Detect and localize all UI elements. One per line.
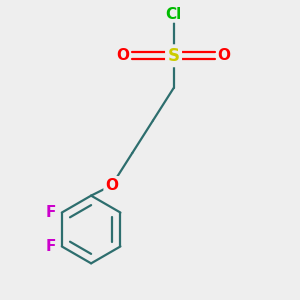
Text: S: S bbox=[168, 47, 180, 65]
Text: O: O bbox=[116, 48, 129, 63]
Text: F: F bbox=[46, 239, 56, 254]
Text: Cl: Cl bbox=[165, 7, 182, 22]
Text: O: O bbox=[105, 178, 118, 193]
Text: O: O bbox=[218, 48, 231, 63]
Text: F: F bbox=[46, 205, 56, 220]
